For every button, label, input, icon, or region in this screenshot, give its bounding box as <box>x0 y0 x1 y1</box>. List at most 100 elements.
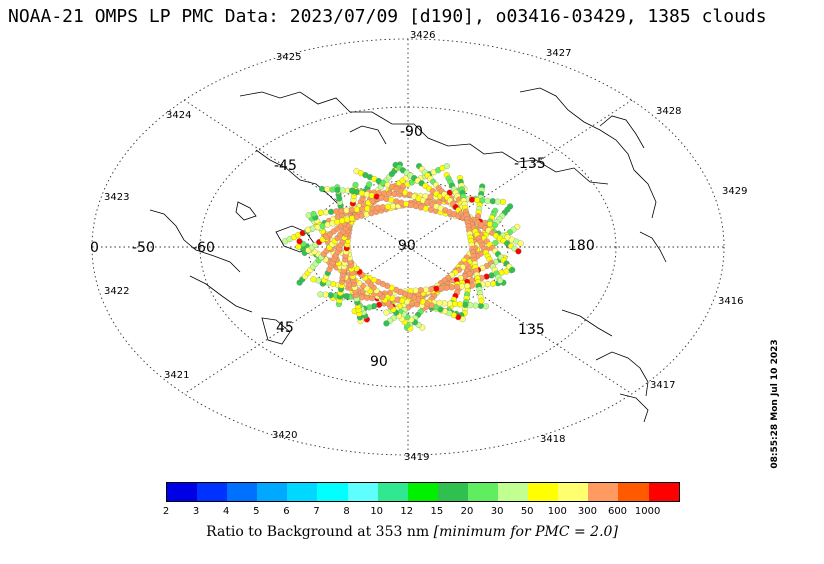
colorbar-swatch <box>227 483 258 501</box>
cloud-point <box>327 292 334 299</box>
cloud-point <box>433 285 440 292</box>
colorbar-title-note: [minimum for PMC = 2.0] <box>433 524 618 540</box>
colorbar-tick-label: 4 <box>223 506 230 517</box>
cloud-point <box>494 198 501 205</box>
cloud-point <box>408 300 416 307</box>
coastlines <box>149 87 667 423</box>
colorbar-title: Ratio to Background at 353 nm [minimum f… <box>0 524 824 540</box>
cloud-point <box>343 293 350 300</box>
cloud-point <box>322 291 329 298</box>
orbit-label: 3428 <box>656 106 681 117</box>
cloud-point <box>500 198 507 205</box>
orbit-label: 3429 <box>722 186 747 197</box>
colorbar-tick-label: 50 <box>520 506 534 517</box>
cloud-point <box>296 238 303 245</box>
cloud-point <box>359 205 366 213</box>
colorbar-ticks: 2 3 4 5 6 7 8 10 12 15 20 30 50 100 300 600 1000 <box>150 506 670 520</box>
cloud-point <box>457 301 464 308</box>
orbit-label: 3427 <box>546 48 571 59</box>
cloud-point <box>479 197 486 204</box>
cloud-point <box>422 286 429 293</box>
cloud-point <box>427 286 435 293</box>
cloud-point <box>334 186 341 194</box>
cloud-point <box>383 309 390 316</box>
colorbar-tick-label: 1000 <box>634 506 661 517</box>
timestamp: 08:55:28 Mon Jul 10 2023 <box>770 339 780 469</box>
orbit-label: 3417 <box>650 380 675 391</box>
cloud-point <box>474 197 481 204</box>
longitude-label: -45 <box>274 158 297 174</box>
cloud-point <box>451 300 458 308</box>
colorbar <box>166 482 680 502</box>
pmc-orbit-tracks <box>282 161 524 332</box>
orbit-labels: 3426 3427 3428 3429 3416 3417 3418 3419 … <box>104 30 747 463</box>
colorbar-swatch <box>317 483 348 501</box>
cloud-point <box>394 296 401 303</box>
cloud-point <box>497 277 504 284</box>
longitude-label: 90 <box>398 238 416 254</box>
colorbar-swatch <box>558 483 589 501</box>
cloud-point <box>469 282 476 289</box>
colorbar-swatch <box>197 483 228 501</box>
cloud-point <box>358 294 365 301</box>
cloud-point <box>388 197 395 204</box>
cloud-point <box>484 197 491 204</box>
cloud-point <box>324 186 331 193</box>
cloud-point <box>391 191 398 198</box>
cloud-point <box>462 301 469 308</box>
orbit-label: 3423 <box>104 192 129 203</box>
cloud-point <box>369 205 376 212</box>
orbit-label: 3424 <box>166 110 191 121</box>
cloud-point <box>489 280 497 287</box>
colorbar-swatch <box>347 483 378 501</box>
colorbar-tick-label: 10 <box>370 506 384 517</box>
orbit-label: 3420 <box>272 430 297 441</box>
colorbar-tick-label: 8 <box>343 506 350 517</box>
colorbar-swatch <box>467 483 499 501</box>
cloud-point <box>453 283 460 290</box>
colorbar-tick-label: 300 <box>577 506 597 517</box>
colorbar-swatch <box>257 483 288 501</box>
cloud-point <box>339 187 346 194</box>
cloud-point <box>322 209 330 216</box>
cloud-point <box>374 204 381 211</box>
colorbar-swatch <box>498 483 529 501</box>
cloud-point <box>403 200 410 207</box>
cloud-point <box>333 208 340 215</box>
colorbar-tick-label: 15 <box>430 506 444 517</box>
cloud-point <box>467 302 474 309</box>
cloud-point <box>484 281 491 288</box>
longitude-label: -90 <box>400 124 423 140</box>
cloud-point <box>509 266 516 273</box>
cloud-point <box>491 222 498 229</box>
colorbar-tick-label: 100 <box>547 506 567 517</box>
cloud-point <box>310 210 317 217</box>
cloud-point <box>364 205 371 212</box>
colorbar-swatch <box>648 483 679 501</box>
colorbar-swatch <box>407 483 438 501</box>
cloud-point <box>383 320 390 327</box>
colorbar-swatch <box>618 483 649 501</box>
cloud-point <box>458 283 466 290</box>
cloud-point <box>368 192 375 199</box>
cloud-point <box>412 287 419 294</box>
colorbar-swatch <box>167 483 198 501</box>
cloud-point <box>353 206 360 213</box>
cloud-point <box>443 163 450 170</box>
cloud-point <box>366 181 373 188</box>
cloud-point <box>352 181 359 188</box>
cloud-point <box>363 294 371 301</box>
colorbar-tick-label: 12 <box>400 506 414 517</box>
cloud-point <box>477 302 484 309</box>
colorbar-tick-label: 2 <box>162 506 170 517</box>
cloud-point <box>517 240 524 247</box>
cloud-point <box>338 207 345 214</box>
cloud-point <box>482 303 490 310</box>
longitude-labels: 0 -50 -60 -45 -90 -135 180 135 90 45 90 <box>90 124 595 370</box>
longitude-label: 180 <box>568 238 595 254</box>
cloud-point <box>464 282 471 289</box>
cloud-point <box>329 186 336 193</box>
colorbar-tick-label: 600 <box>607 506 628 517</box>
chart-title: NOAA-21 OMPS LP PMC Data: 2023/07/09 [d1… <box>8 6 767 27</box>
cloud-point <box>386 190 393 197</box>
